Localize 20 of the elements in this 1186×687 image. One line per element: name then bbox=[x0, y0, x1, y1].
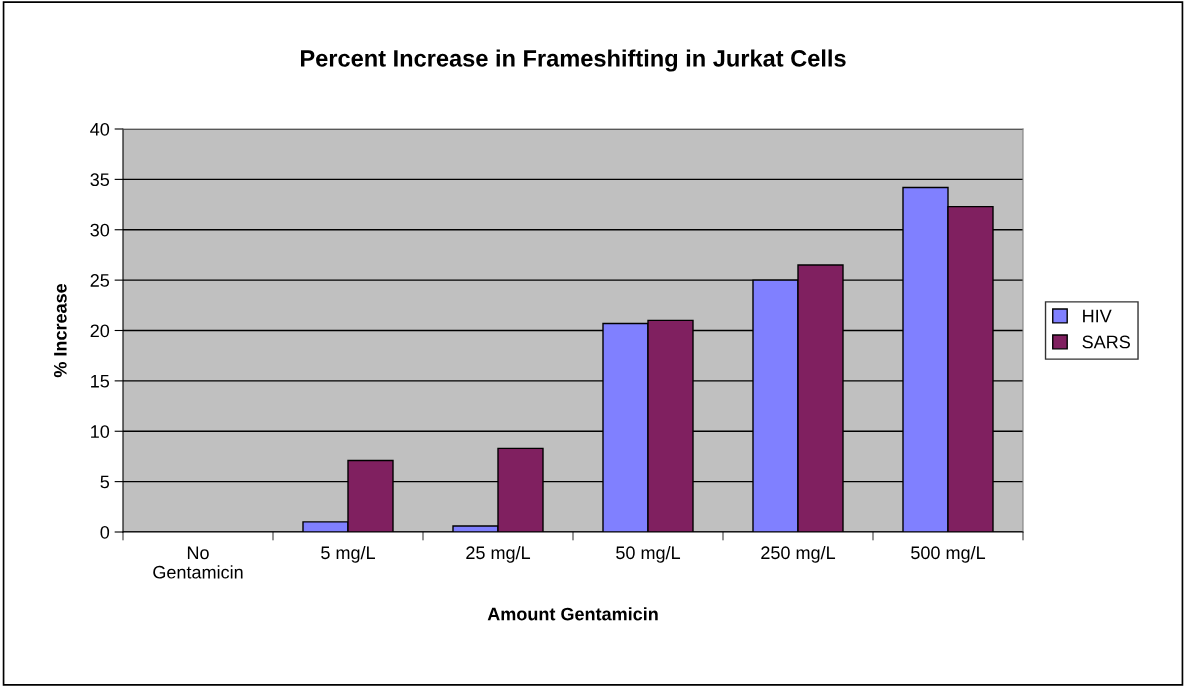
y-axis-title: % Increase bbox=[53, 283, 67, 378]
y-tick-label: 15 bbox=[91, 375, 110, 388]
x-tick-label: 250 mg/L bbox=[761, 545, 836, 563]
y-tick-label: 20 bbox=[90, 324, 110, 338]
legend-label: SARS bbox=[1082, 335, 1130, 349]
y-tick-label: 5 bbox=[100, 475, 110, 489]
x-tick-label: 500 mg/L bbox=[911, 545, 986, 563]
y-tick-label: 30 bbox=[90, 223, 110, 237]
y-tick-label: 40 bbox=[90, 122, 110, 136]
legend-label: HIV bbox=[1083, 309, 1112, 323]
y-tick-label: 0 bbox=[100, 525, 110, 539]
y-tick-label: 10 bbox=[91, 425, 110, 438]
x-tick-label: 25 mg/L bbox=[466, 545, 531, 563]
x-tick-label: No Gentamicin bbox=[153, 546, 243, 579]
x-axis-title: Amount Gentamicin bbox=[487, 607, 658, 621]
y-tick-label: 25 bbox=[90, 274, 110, 287]
x-tick-label: 50 mg/L bbox=[616, 545, 681, 563]
chart-title: Percent Increase in Frameshifting in Jurkat Cells bbox=[301, 49, 846, 72]
x-tick-label: 5 mg/L bbox=[321, 545, 375, 563]
y-tick-label: 35 bbox=[90, 173, 110, 187]
